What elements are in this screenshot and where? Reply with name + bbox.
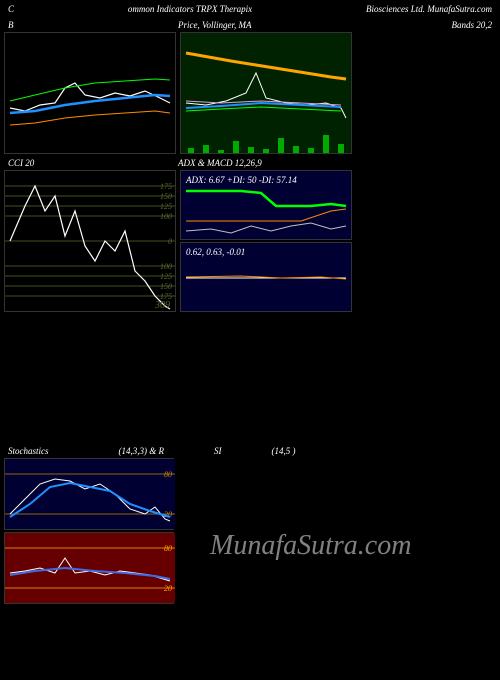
bollinger-small-chart	[5, 33, 175, 153]
watermark-text: MunafaSutra.com	[210, 530, 411, 562]
svg-text:20: 20	[164, 510, 172, 519]
svg-text:ADX: 6.67 +DI: 50 -DI: 57.14: ADX: 6.67 +DI: 50 -DI: 57.14	[185, 175, 297, 185]
svg-text:0.62, 0.63, -0.01: 0.62, 0.63, -0.01	[186, 247, 245, 257]
title-stochastics: Stochastics	[8, 446, 49, 456]
svg-text:80: 80	[164, 544, 172, 553]
row2-charts: 1751501251000100125150175309 ADX: 6.67 +…	[0, 170, 500, 312]
adx-panel: ADX: 6.67 +DI: 50 -DI: 57.14	[180, 170, 352, 240]
bollinger-large-panel	[180, 32, 352, 154]
title-adx-macd: ADX & MACD 12,26,9	[178, 158, 348, 168]
rsi-chart: 80 20	[5, 533, 175, 603]
title-b: B	[8, 20, 178, 30]
title-rsi: SI	[214, 446, 222, 456]
svg-text:125: 125	[160, 272, 172, 281]
header-left: C	[8, 4, 14, 14]
title-cci: CCI 20	[8, 158, 178, 168]
adx-macd-column: ADX: 6.67 +DI: 50 -DI: 57.14 0.62, 0.63,…	[180, 170, 352, 312]
row2-titles: CCI 20 ADX & MACD 12,26,9	[0, 156, 500, 170]
svg-text:125: 125	[160, 202, 172, 211]
title-stoch-params: (14,3,3) & R	[119, 446, 165, 456]
stochastics-chart: 80 20	[5, 459, 175, 529]
row1-titles: B Price, Vollinger, MA Bands 20,2	[0, 18, 500, 32]
row3-charts: 80 20 80 20	[0, 458, 178, 604]
spacer	[0, 314, 500, 444]
svg-text:175: 175	[160, 182, 172, 191]
stoch-panel: 80 20	[4, 458, 174, 530]
macd-chart: 0.62, 0.63, -0.01	[181, 243, 351, 311]
svg-text:309: 309	[154, 300, 170, 311]
svg-text:20: 20	[164, 584, 172, 593]
row3-titles: Stochastics (14,3,3) & R SI (14,5 )	[0, 444, 500, 458]
row1-charts	[0, 32, 500, 154]
svg-text:80: 80	[164, 470, 172, 479]
header-right: Biosciences Ltd. MunafaSutra.com	[366, 4, 492, 14]
title-price-ma: Price, Vollinger, MA	[178, 20, 348, 30]
rsi-panel: 80 20	[4, 532, 174, 604]
svg-text:100: 100	[160, 262, 172, 271]
macd-panel: 0.62, 0.63, -0.01	[180, 242, 352, 312]
cci-chart: 1751501251000100125150175309	[5, 171, 175, 311]
header-mid: ommon Indicators TRPX Therapix	[128, 4, 252, 14]
adx-chart: ADX: 6.67 +DI: 50 -DI: 57.14	[181, 171, 351, 239]
title-bands: Bands 20,2	[348, 20, 492, 30]
svg-text:0: 0	[168, 237, 172, 246]
svg-text:150: 150	[160, 192, 172, 201]
bollinger-large-chart	[181, 33, 351, 153]
svg-text:100: 100	[160, 212, 172, 221]
bollinger-small-panel	[4, 32, 176, 154]
page-header: C ommon Indicators TRPX Therapix Bioscie…	[0, 0, 500, 18]
cci-panel: 1751501251000100125150175309	[4, 170, 176, 312]
title-rsi-params: (14,5 )	[272, 446, 296, 456]
svg-text:150: 150	[160, 282, 172, 291]
